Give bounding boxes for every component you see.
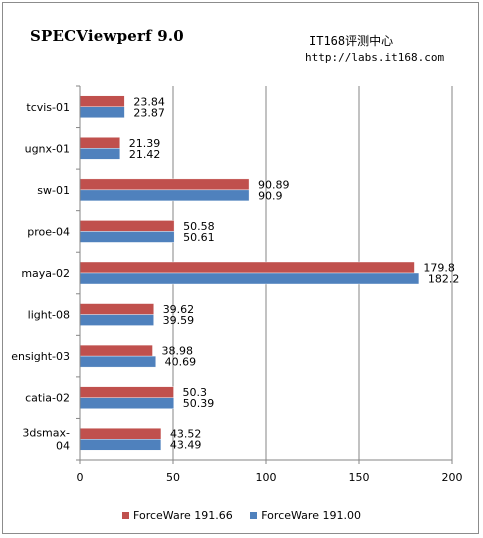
watermark-name: IT168评测中心	[309, 34, 394, 48]
category-label: maya-02	[21, 267, 70, 280]
legend-label-series1: ForceWare 191.66	[133, 509, 233, 522]
data-label: 50.3	[183, 386, 208, 399]
data-label: 50.39	[183, 397, 215, 410]
legend-label-series2: ForceWare 191.00	[261, 509, 361, 522]
x-tick-label: 100	[256, 471, 277, 484]
bar-series1	[79, 261, 415, 274]
legend-swatch-series1	[122, 512, 130, 519]
data-label: 90.9	[258, 189, 283, 202]
data-label: 43.52	[170, 428, 202, 441]
legend-swatch-series2	[250, 512, 258, 519]
data-label: 21.42	[129, 148, 161, 161]
legend-item-series2: ForceWare 191.00	[250, 509, 361, 522]
category-label: light-08	[28, 309, 70, 322]
data-label: 40.69	[165, 356, 197, 369]
bar-series2	[79, 355, 156, 368]
x-tick-label: 200	[442, 471, 463, 484]
data-label: 39.62	[163, 303, 195, 316]
bars	[79, 95, 420, 451]
category-label: tcvis-01	[26, 101, 70, 114]
data-label: 90.89	[258, 178, 290, 191]
data-label: 39.59	[163, 314, 195, 327]
bar-series2	[79, 397, 174, 409]
category-label: ugnx-01	[25, 142, 70, 155]
x-tick-label: 50	[166, 471, 180, 484]
bar-series2	[79, 272, 420, 285]
data-label: 50.58	[183, 220, 215, 233]
legend-item-series1: ForceWare 191.66	[122, 509, 233, 522]
x-tick-label: 0	[77, 471, 84, 484]
category-label: ensight-03	[11, 350, 70, 363]
category-label: catia-02	[25, 392, 70, 405]
chart-title: SPECViewperf 9.0	[30, 27, 184, 45]
category-label: 04	[56, 440, 70, 453]
bar-series1	[79, 386, 174, 398]
bar-series1	[79, 137, 120, 149]
data-label: 23.87	[133, 106, 165, 119]
watermark-url: http://labs.it168.com	[305, 51, 445, 64]
category-label: proe-04	[27, 225, 70, 238]
data-label: 179.8	[423, 262, 455, 275]
data-label: 43.49	[170, 439, 202, 452]
bar-series2	[79, 106, 125, 118]
bar-series2	[79, 231, 175, 243]
bar-series1	[79, 220, 175, 232]
category-label: sw-01	[37, 184, 70, 197]
bar-series2	[79, 314, 154, 326]
bar-series2	[79, 189, 250, 202]
bar-series1	[79, 95, 125, 107]
bar-series2	[79, 148, 121, 160]
bar-series1	[79, 344, 153, 357]
data-label: 50.61	[183, 231, 215, 244]
data-label: 21.39	[129, 137, 161, 150]
x-tick-label: 150	[349, 471, 370, 484]
axes	[76, 85, 453, 464]
data-label: 38.98	[162, 345, 194, 358]
bar-series1	[79, 428, 162, 440]
legend: ForceWare 191.66 ForceWare 191.00	[0, 509, 483, 522]
data-label: 23.84	[133, 95, 165, 108]
bar-series1	[79, 178, 250, 191]
data-label: 182.2	[428, 273, 460, 286]
category-label: 3dsmax-	[22, 427, 70, 440]
bar-series2	[79, 439, 162, 451]
bar-series1	[79, 303, 154, 315]
